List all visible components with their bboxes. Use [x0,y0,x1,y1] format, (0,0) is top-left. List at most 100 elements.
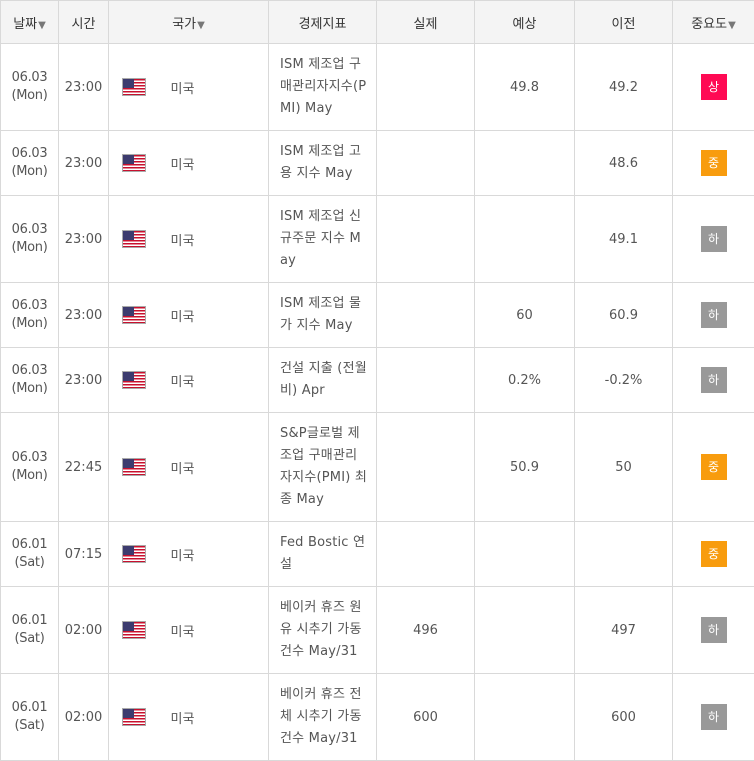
forecast-cell [475,131,575,196]
time-cell: 23:00 [59,44,109,131]
actual-cell [377,44,475,131]
indicator-cell[interactable]: 건설 지출 (전월비) Apr [269,348,377,413]
indicator-cell[interactable]: 베이커 휴즈 원유 시추기 가동 건수 May/31 [269,587,377,674]
time-cell: 23:00 [59,283,109,348]
previous-cell [575,522,673,587]
indicator-cell[interactable]: ISM 제조업 신규주문 지수 May [269,196,377,283]
importance-cell: 하 [673,587,754,674]
flag-cell [109,674,159,761]
date-text: 06.03 [12,363,48,378]
previous-cell: 49.1 [575,196,673,283]
us-flag-icon [122,78,146,96]
forecast-cell: 60 [475,283,575,348]
actual-cell [377,348,475,413]
us-flag-icon [122,230,146,248]
importance-column-header[interactable]: 중요도▼ [673,1,754,44]
date-cell: 06.01(Sat) [1,674,59,761]
date-text: 06.03 [12,146,48,161]
date-cell: 06.01(Sat) [1,587,59,674]
previous-cell: -0.2% [575,348,673,413]
previous-cell: 48.6 [575,131,673,196]
sort-down-icon: ▼ [38,20,46,31]
flag-cell [109,413,159,522]
importance-badge: 하 [701,302,727,328]
country-column-header[interactable]: 국가▼ [109,1,269,44]
previous-cell: 60.9 [575,283,673,348]
previous-cell: 497 [575,587,673,674]
actual-cell: 600 [377,674,475,761]
importance-cell: 하 [673,348,754,413]
previous-cell: 50 [575,413,673,522]
actual-cell [377,131,475,196]
forecast-column-header: 예상 [475,1,575,44]
importance-badge: 하 [701,367,727,393]
country-cell: 미국 [159,522,269,587]
flag-cell [109,348,159,413]
date-cell: 06.03 (Mon) [1,348,59,413]
indicator-cell[interactable]: Fed Bostic 연설 [269,522,377,587]
previous-cell: 49.2 [575,44,673,131]
forecast-cell [475,674,575,761]
date-text: 06.03 [12,298,48,313]
importance-cell: 중 [673,522,754,587]
weekday-text: (Mon) [11,316,47,331]
indicator-cell[interactable]: S&P글로벌 제조업 구매관리자지수(PMI) 최종 May [269,413,377,522]
time-cell: 02:00 [59,587,109,674]
flag-cell [109,44,159,131]
country-cell: 미국 [159,587,269,674]
date-column-header[interactable]: 날짜▼ [1,1,59,44]
weekday-text: (Mon) [11,240,47,255]
importance-header-label: 중요도 [691,17,727,32]
date-cell: 06.03 (Mon) [1,413,59,522]
time-cell: 23:00 [59,131,109,196]
actual-cell [377,196,475,283]
importance-badge: 상 [701,74,727,100]
actual-header-label: 실제 [414,17,438,32]
indicator-cell[interactable]: 베이커 휴즈 전체 시추기 가동 건수 May/31 [269,674,377,761]
importance-cell: 중 [673,131,754,196]
us-flag-icon [122,154,146,172]
date-cell: 06.03(Mon) [1,131,59,196]
importance-cell: 상 [673,44,754,131]
sort-down-icon: ▼ [728,20,736,31]
importance-badge: 하 [701,226,727,252]
indicator-cell[interactable]: ISM 제조업 구매관리자지수(PMI) May [269,44,377,131]
date-text: 06.01 [12,700,48,715]
weekday-text: (Mon) [11,468,47,483]
indicator-cell[interactable]: ISM 제조업 물가 지수 May [269,283,377,348]
sort-down-icon: ▼ [197,20,205,31]
country-cell: 미국 [159,44,269,131]
indicator-cell[interactable]: ISM 제조업 고용 지수 May [269,131,377,196]
importance-cell: 하 [673,283,754,348]
country-cell: 미국 [159,283,269,348]
us-flag-icon [122,545,146,563]
importance-cell: 중 [673,413,754,522]
country-cell: 미국 [159,413,269,522]
forecast-header-label: 예상 [513,17,537,32]
date-cell: 06.03(Mon) [1,44,59,131]
forecast-cell: 0.2% [475,348,575,413]
country-cell: 미국 [159,131,269,196]
date-text: 06.03 [12,450,48,465]
weekday-text: (Mon) [11,381,47,396]
previous-column-header: 이전 [575,1,673,44]
actual-cell [377,522,475,587]
actual-cell [377,283,475,348]
importance-cell: 하 [673,674,754,761]
us-flag-icon [122,621,146,639]
forecast-cell: 49.8 [475,44,575,131]
indicator-header-label: 경제지표 [299,17,347,32]
flag-cell [109,587,159,674]
flag-cell [109,522,159,587]
importance-badge: 중 [701,150,727,176]
